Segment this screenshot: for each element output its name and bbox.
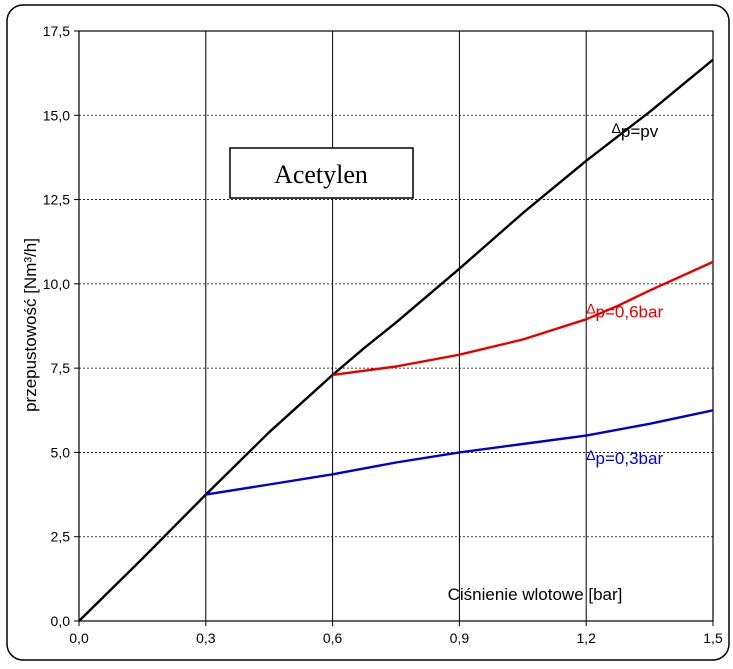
- series-annotation-1: Δp=pv: [612, 120, 659, 141]
- series-line-2: [332, 260, 714, 377]
- y-axis-label: przepustowość [Nm³/h]: [21, 238, 40, 412]
- y-tick-label: 17,5: [43, 23, 70, 39]
- grid: [79, 31, 713, 621]
- x-tick-label: 1,5: [703, 630, 723, 646]
- y-tick-label: 15,0: [43, 107, 70, 123]
- series-line-1: [78, 58, 714, 622]
- chart-title: Acetylen: [274, 160, 368, 189]
- plot-area: [79, 31, 713, 621]
- series-annotation-3: Δp=0,3bar: [586, 447, 663, 468]
- title-box: Acetylen: [229, 147, 414, 199]
- x-tick-label: 0,9: [450, 630, 470, 646]
- x-tick-label: 0,3: [196, 630, 216, 646]
- x-tick-label: 0,0: [69, 630, 89, 646]
- y-tick-label: 12,5: [43, 192, 70, 208]
- series-lines: [78, 58, 714, 622]
- series-annotation-2: Δp=0,6bar: [586, 301, 663, 322]
- series-annotations: Δp=pv Δp=0,6bar Δp=0,3bar: [586, 120, 663, 468]
- series-line-3: [205, 409, 714, 496]
- plot-border: [78, 30, 714, 622]
- x-tick-label: 0,6: [323, 630, 343, 646]
- x-tick-label: 1,2: [576, 630, 596, 646]
- axes: 0,0 2,5 5,0 7,5 10,0 12,5 15,0 17,5 0,0 0,3 0,6 0,9…: [43, 23, 723, 646]
- title-box-border: [229, 147, 414, 199]
- x-axis-label: Ciśnienie wlotowe [bar]: [448, 585, 623, 604]
- y-tick-label: 10,0: [43, 276, 70, 292]
- y-tick-label: 2,5: [51, 529, 71, 545]
- y-tick-label: 0,0: [51, 613, 71, 629]
- y-tick-label: 7,5: [51, 360, 71, 376]
- y-tick-label: 5,0: [51, 444, 71, 460]
